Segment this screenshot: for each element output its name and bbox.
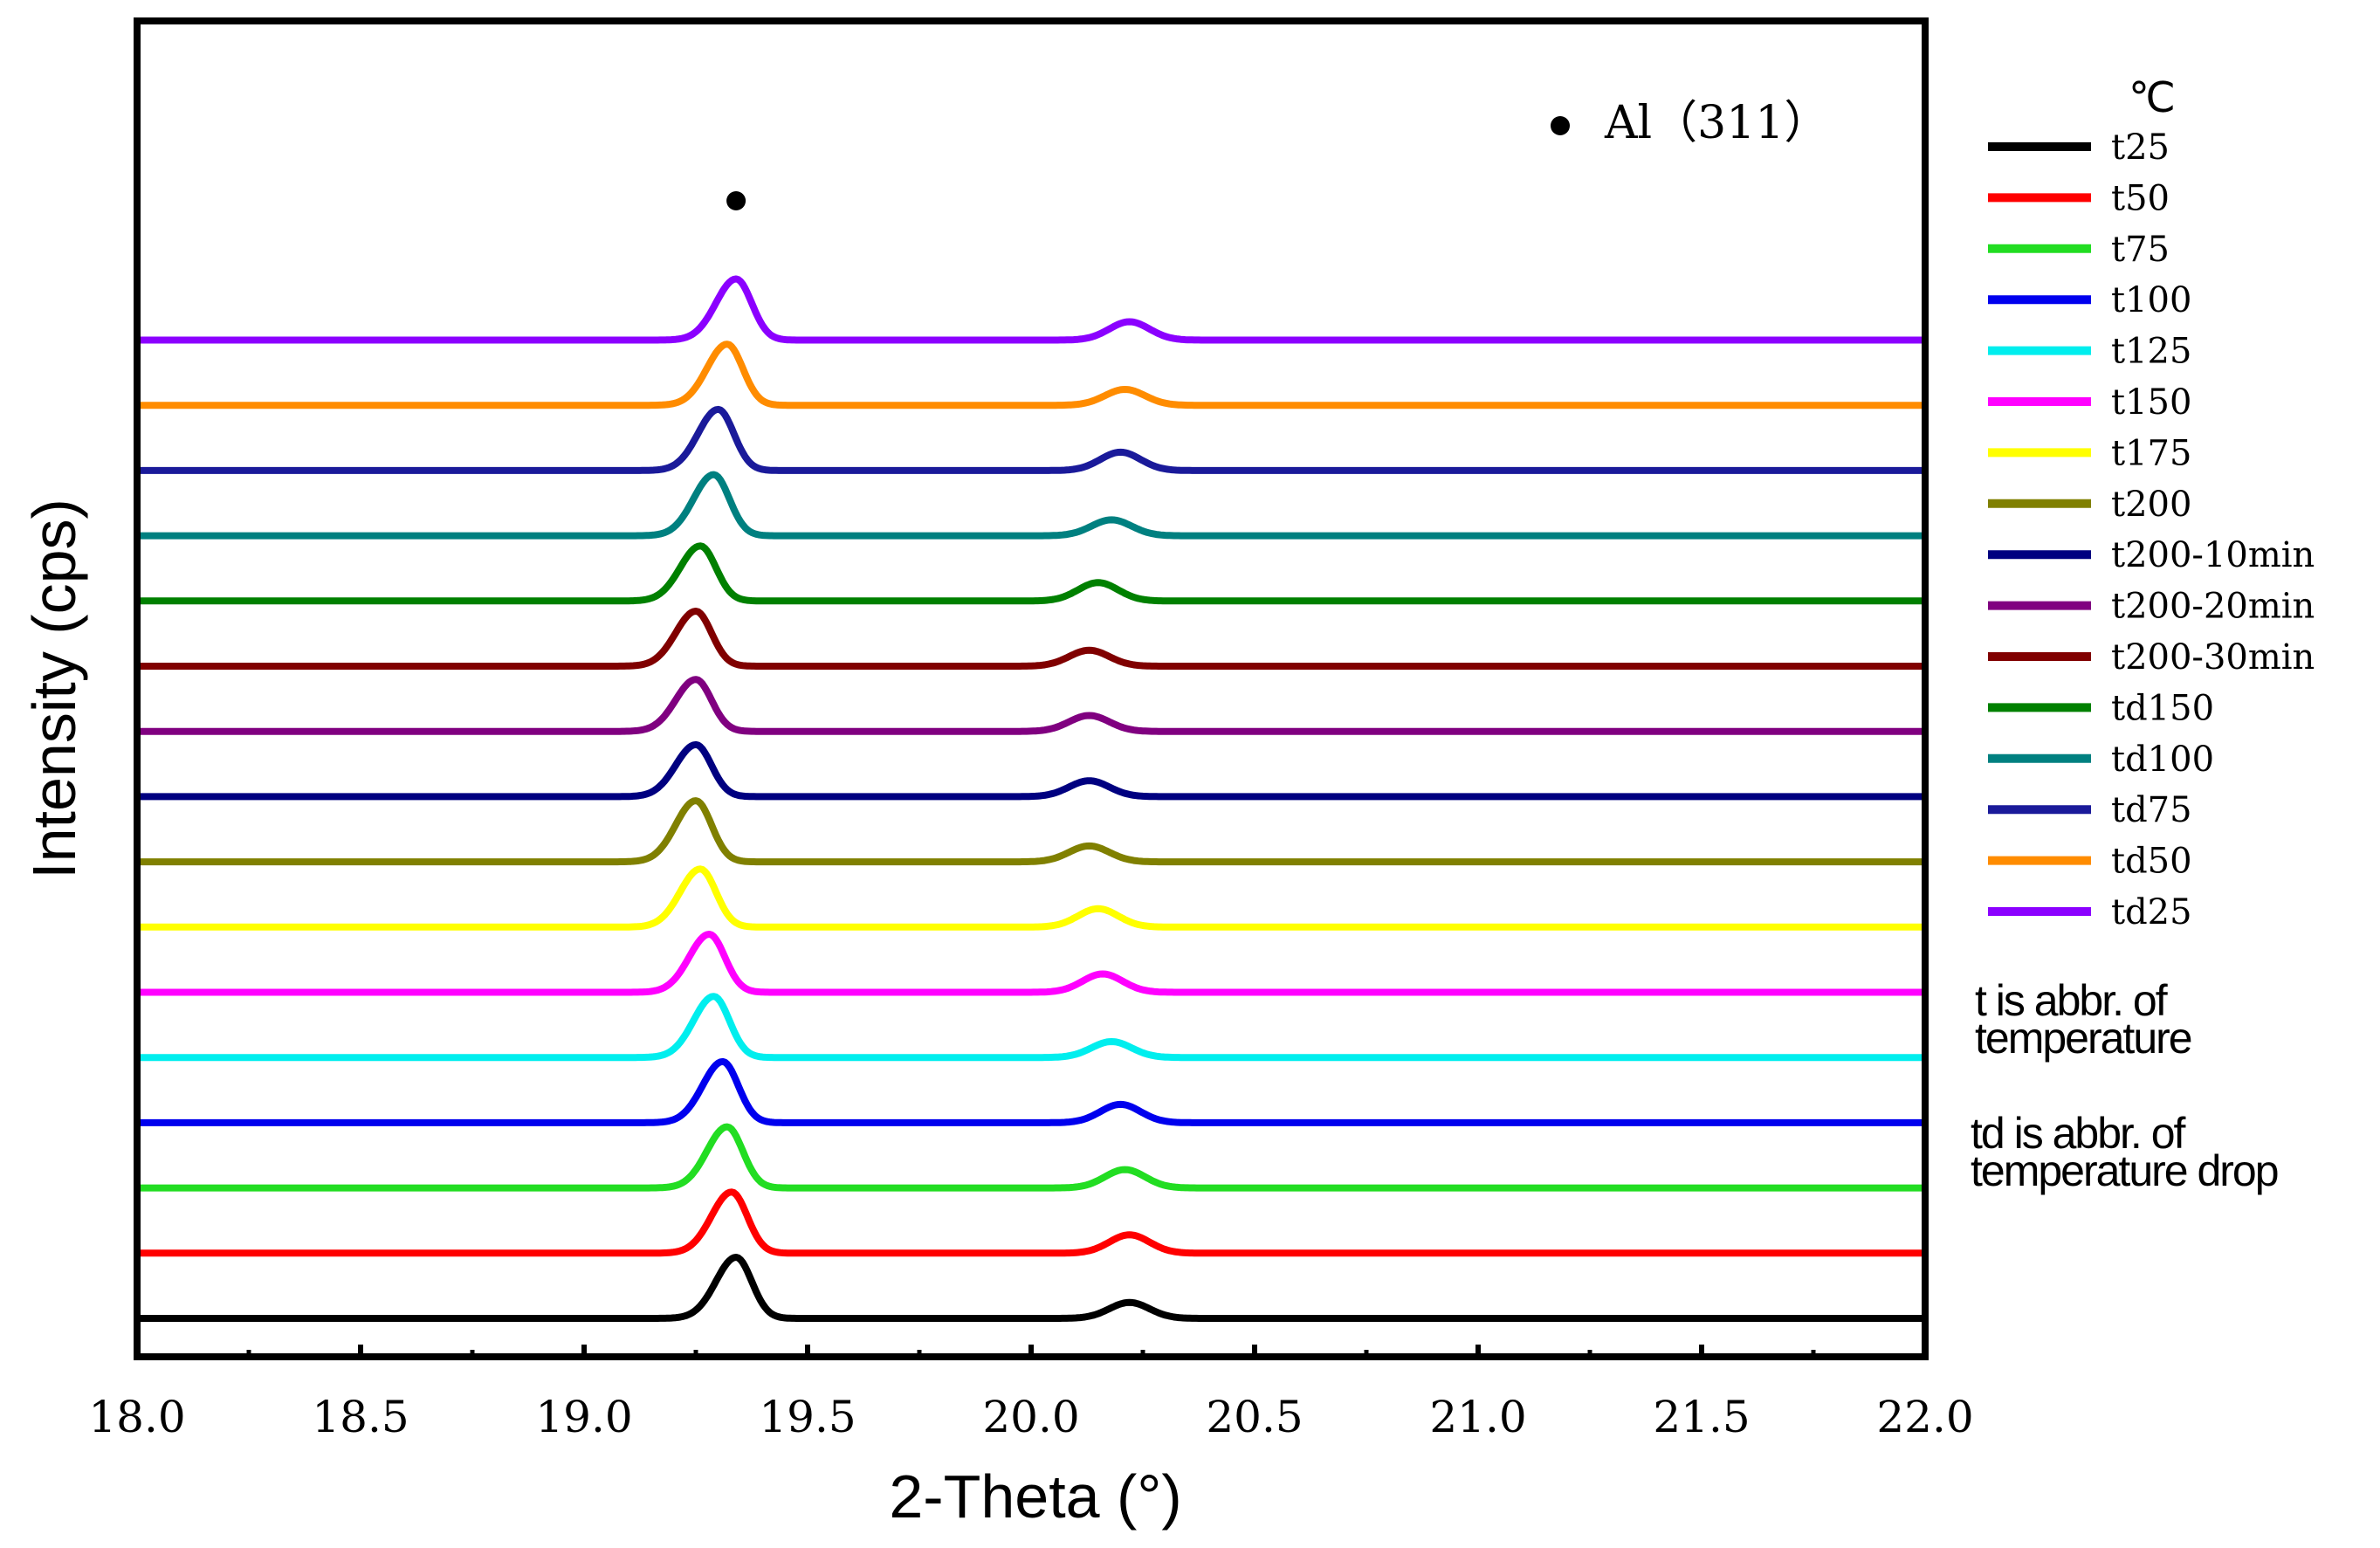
series-line-td50: [135, 341, 1927, 409]
series-line-td75: [135, 405, 1927, 474]
note-t-line2: temperature: [1975, 1014, 2191, 1063]
legend-unit: ℃: [2129, 73, 2176, 122]
legend-label-t200-10min: t200-10min: [2111, 535, 2315, 575]
x-tick-label: 20.0: [982, 1392, 1079, 1442]
legend-label-td100: td100: [2111, 740, 2214, 780]
legend-label-t200-30min: t200-30min: [2111, 637, 2315, 678]
x-tick-label: 19.5: [759, 1392, 856, 1442]
series-line-td150: [135, 542, 1927, 605]
legend-label-td150: td150: [2111, 688, 2214, 728]
legend-label-t200-20min: t200-20min: [2111, 587, 2315, 627]
legend-label-td75: td75: [2111, 790, 2192, 830]
legend-label-td50: td50: [2111, 842, 2192, 882]
legend-label-t100: t100: [2111, 280, 2191, 320]
legend-label-t200: t200: [2111, 485, 2191, 525]
series-line-t200-30min: [135, 608, 1927, 670]
legend-label-t75: t75: [2111, 230, 2170, 270]
series-line-t150: [135, 931, 1927, 996]
marker-legend-label: Al（311）: [1604, 97, 1829, 149]
x-axis-tick-labels: 18.0 18.5 19.0 19.5 20.0 20.5 21.0 21.5 22.0: [88, 1392, 1973, 1442]
legend: ℃ t25 t50 t75 t100 t125 t150 t175 t200 t200-10mi…: [1988, 73, 2315, 932]
series-curves: [135, 275, 1927, 1322]
note-td-line2: temperature drop: [1971, 1146, 2278, 1195]
x-tick-label: 21.0: [1429, 1392, 1526, 1442]
note-t-line1: t is abbr. of: [1975, 976, 2168, 1025]
x-tick-label: 22.0: [1876, 1392, 1973, 1442]
legend-label-t50: t50: [2111, 178, 2170, 218]
series-line-t100: [135, 1057, 1927, 1126]
series-line-t175: [135, 865, 1927, 931]
y-axis-title: Intensity (cps): [20, 499, 88, 879]
x-axis-title: 2-Theta (°): [889, 1462, 1181, 1531]
note-td-line1: td is abbr. of: [1971, 1109, 2185, 1158]
legend-label-td25: td25: [2111, 892, 2192, 932]
legend-label-t175: t175: [2111, 433, 2191, 473]
series-line-t75: [135, 1123, 1927, 1192]
plot-frame: [134, 17, 1929, 1360]
legend-label-t25: t25: [2111, 127, 2170, 168]
x-tick-label: 21.5: [1653, 1392, 1750, 1442]
series-line-t50: [135, 1188, 1927, 1257]
series-line-td25: [135, 275, 1927, 344]
series-line-t200-20min: [135, 676, 1927, 735]
series-line-t200-10min: [135, 740, 1927, 801]
x-tick-label: 19.0: [535, 1392, 632, 1442]
x-tick-label: 18.5: [312, 1392, 409, 1442]
series-line-t25: [135, 1254, 1927, 1322]
series-line-t125: [135, 993, 1927, 1062]
series-line-t200: [135, 797, 1927, 866]
marker-legend-dot: [1551, 116, 1570, 135]
peak-marker-dot: [726, 191, 746, 210]
x-tick-label: 18.0: [88, 1392, 185, 1442]
legend-label-t125: t125: [2111, 332, 2191, 372]
x-axis-ticks: [246, 1345, 1816, 1357]
x-tick-label: 20.5: [1206, 1392, 1303, 1442]
series-line-td100: [135, 471, 1927, 540]
legend-label-t150: t150: [2111, 382, 2191, 423]
